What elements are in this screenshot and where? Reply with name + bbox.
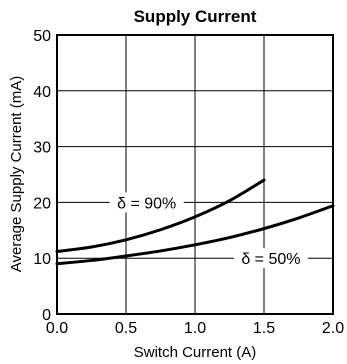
y-tick-label: 0 bbox=[42, 307, 51, 324]
series-line-delta-50 bbox=[55, 204, 335, 266]
annotation-background bbox=[109, 192, 184, 213]
annotation-label: δ = 90% bbox=[117, 195, 176, 212]
x-axis-label: Switch Current (A) bbox=[134, 344, 257, 361]
x-tick-labels: 0.0 0.5 1.0 1.5 2.0 bbox=[46, 320, 344, 337]
series-annotation-delta-90: δ = 90% bbox=[109, 192, 184, 213]
y-tick-labels: 0 10 20 30 40 50 bbox=[33, 28, 51, 324]
x-tick-label: 1.0 bbox=[184, 320, 206, 337]
x-tick-label: 0.5 bbox=[115, 320, 137, 337]
annotation-label: δ = 50% bbox=[241, 251, 300, 268]
series-annotations: δ = 90% δ = 50% bbox=[109, 192, 308, 269]
series-annotation-delta-50: δ = 50% bbox=[233, 248, 308, 269]
chart-title: Supply Current bbox=[134, 7, 257, 26]
x-tick-label: 2.0 bbox=[322, 320, 344, 337]
y-tick-label: 50 bbox=[33, 28, 51, 45]
annotation-background bbox=[233, 248, 308, 269]
y-tick-label: 30 bbox=[33, 140, 51, 157]
y-tick-label: 10 bbox=[33, 251, 51, 268]
x-tick-label: 0.0 bbox=[46, 320, 68, 337]
series-line-delta-90 bbox=[55, 178, 266, 254]
x-tick-label: 1.5 bbox=[253, 320, 275, 337]
y-tick-label: 20 bbox=[33, 195, 51, 212]
plot-frame bbox=[56, 34, 334, 315]
y-axis-label: Average Supply Current (mA) bbox=[8, 76, 25, 272]
y-tick-label: 40 bbox=[33, 84, 51, 101]
series-lines bbox=[55, 178, 335, 266]
grid-lines bbox=[57, 35, 333, 314]
